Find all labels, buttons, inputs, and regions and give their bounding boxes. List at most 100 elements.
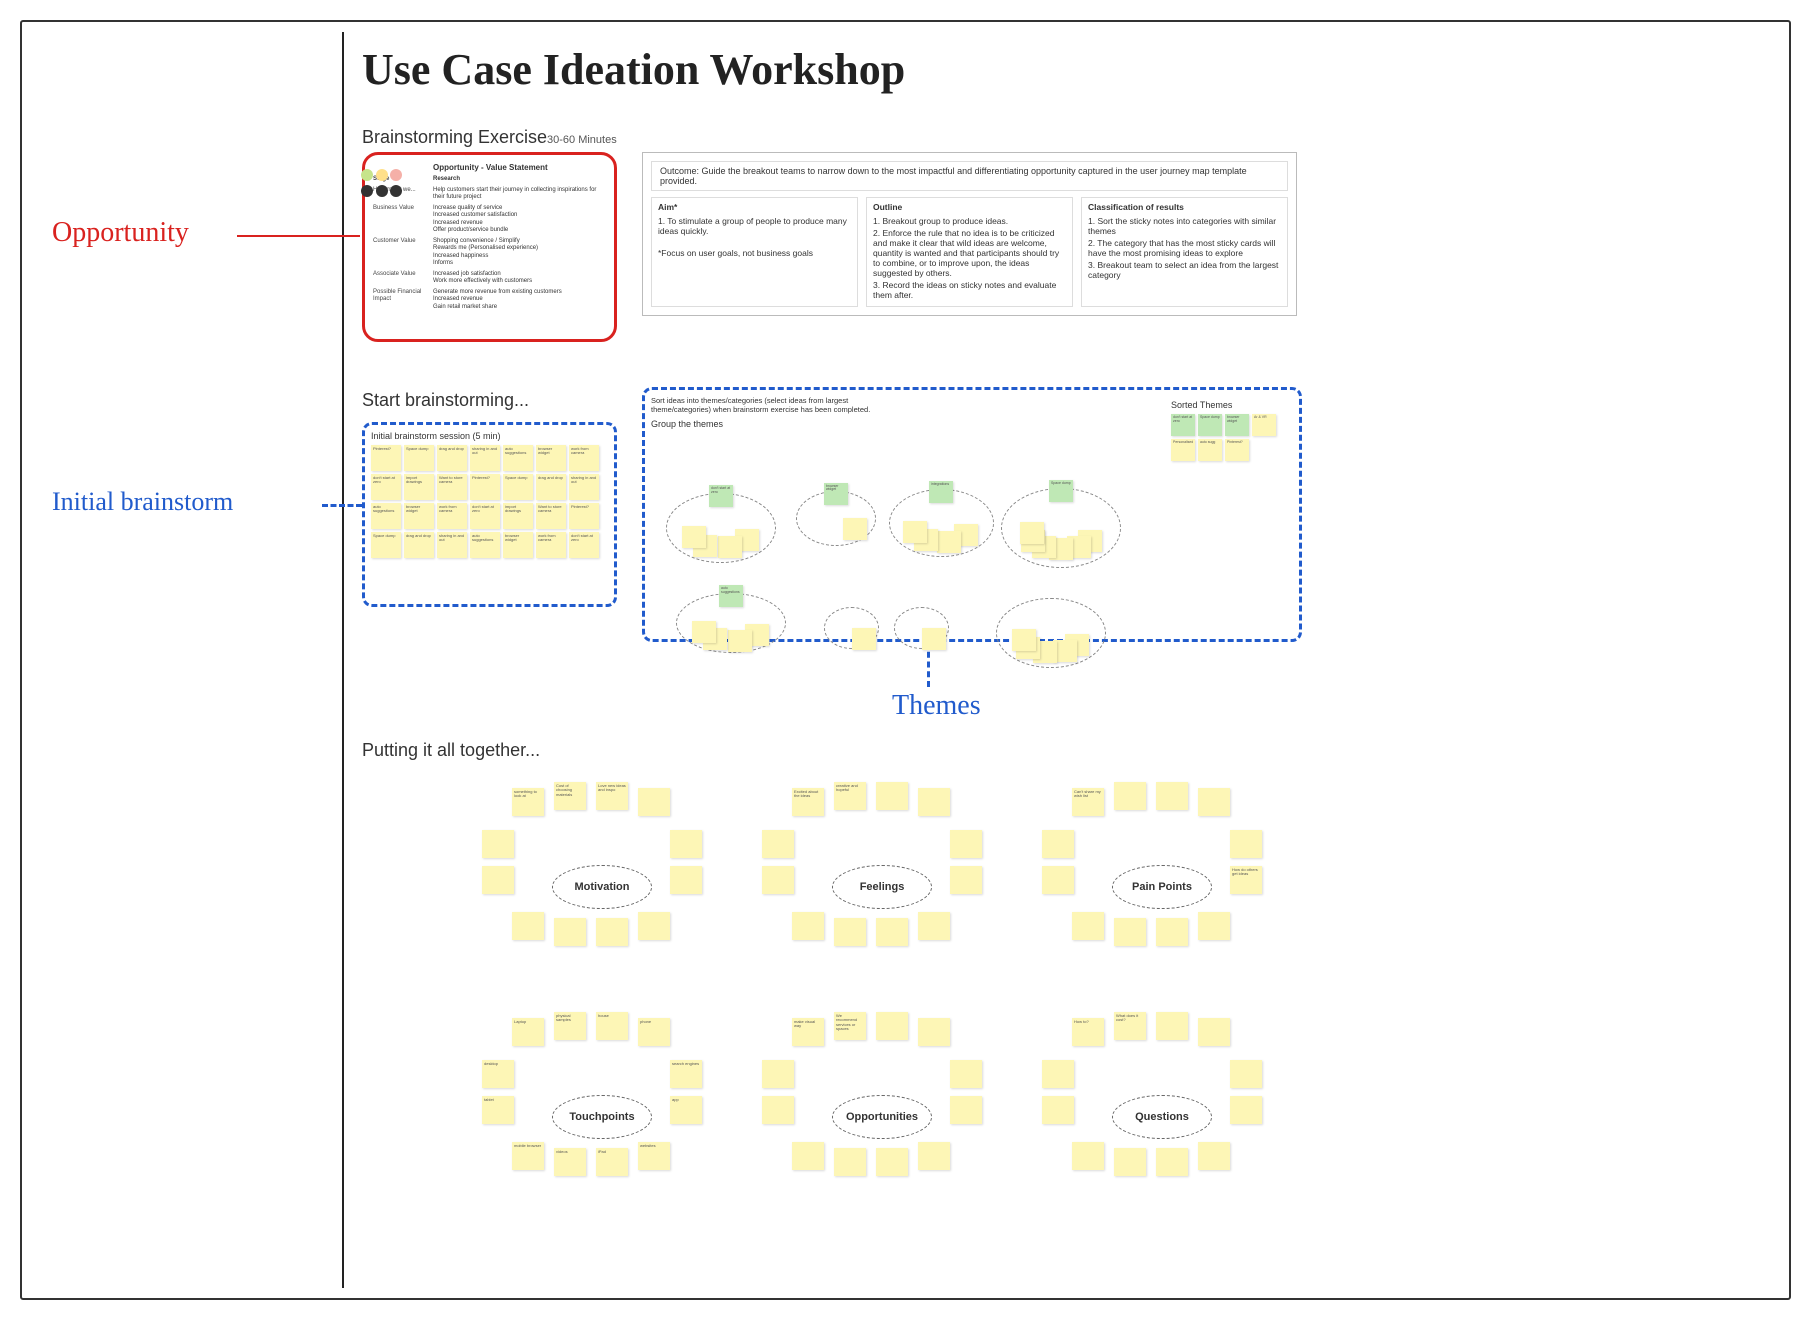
sticky-note[interactable] [1114, 918, 1146, 946]
sticky-note[interactable]: app [670, 1096, 702, 1124]
sticky-note[interactable]: mobile browser [512, 1142, 544, 1170]
sticky-note[interactable]: Want to store camera [437, 474, 467, 500]
sticky-note[interactable] [1042, 866, 1074, 894]
sorted-theme-sticky[interactable]: Pinterest? [1225, 439, 1249, 461]
sticky-note[interactable] [1156, 1012, 1188, 1040]
sticky-note[interactable] [1020, 522, 1044, 544]
sticky-note[interactable] [1042, 830, 1074, 858]
sticky-note[interactable] [638, 788, 670, 816]
sticky-note[interactable]: How do others get ideas [1230, 866, 1262, 894]
theme-header-sticky[interactable]: browser widget [824, 483, 848, 505]
sticky-note[interactable]: Want to store camera [536, 503, 566, 529]
sticky-note[interactable] [918, 912, 950, 940]
sticky-note[interactable] [918, 788, 950, 816]
sticky-note[interactable] [1042, 1096, 1074, 1124]
sorted-theme-sticky[interactable]: Personalised [1171, 439, 1195, 461]
sticky-note[interactable] [876, 918, 908, 946]
sticky-note[interactable] [1198, 1018, 1230, 1046]
sticky-note[interactable] [554, 918, 586, 946]
sticky-note[interactable]: iPad [596, 1148, 628, 1176]
sticky-note[interactable] [718, 536, 742, 558]
sticky-note[interactable]: sharing in and out [437, 532, 467, 558]
sticky-note[interactable]: drag and drop [404, 532, 434, 558]
sticky-note[interactable] [1198, 912, 1230, 940]
sticky-note[interactable]: auto suggestions [503, 445, 533, 471]
sticky-note[interactable] [1230, 830, 1262, 858]
sticky-note[interactable] [1114, 782, 1146, 810]
sorted-theme-sticky[interactable]: browser widget [1225, 414, 1249, 436]
sticky-note[interactable] [1042, 1060, 1074, 1088]
sticky-note[interactable]: auto suggestions [470, 532, 500, 558]
sticky-note[interactable] [950, 830, 982, 858]
sticky-note[interactable] [762, 866, 794, 894]
theme-header-sticky[interactable]: auto suggestions [719, 585, 743, 607]
sticky-note[interactable] [1156, 918, 1188, 946]
sticky-note[interactable] [950, 1060, 982, 1088]
sticky-note[interactable]: What does it cost? [1114, 1012, 1146, 1040]
sticky-note[interactable]: browser widget [503, 532, 533, 558]
sticky-note[interactable]: Pinterest? [470, 474, 500, 500]
sticky-note[interactable] [843, 518, 867, 540]
sticky-note[interactable] [922, 628, 946, 650]
sticky-note[interactable] [1114, 1148, 1146, 1176]
sticky-note[interactable]: Pinterest? [569, 503, 599, 529]
theme-header-sticky[interactable]: don't start at zero [709, 485, 733, 507]
sticky-note[interactable]: make visual way [792, 1018, 824, 1046]
sticky-note[interactable]: drag and drop [536, 474, 566, 500]
sticky-note[interactable] [638, 912, 670, 940]
sticky-note[interactable] [918, 1018, 950, 1046]
sticky-note[interactable] [876, 1148, 908, 1176]
sticky-note[interactable] [596, 918, 628, 946]
theme-header-sticky[interactable]: Space dump [1049, 480, 1073, 502]
sticky-note[interactable]: browser widget [404, 503, 434, 529]
sticky-note[interactable] [852, 628, 876, 650]
sticky-note[interactable]: websites [638, 1142, 670, 1170]
sticky-note[interactable]: work from camera [536, 532, 566, 558]
sticky-note[interactable]: work from camera [569, 445, 599, 471]
sticky-note[interactable] [876, 782, 908, 810]
sticky-note[interactable]: don't start at zero [569, 532, 599, 558]
sticky-note[interactable]: browser widget [536, 445, 566, 471]
sticky-note[interactable]: Laptop [512, 1018, 544, 1046]
sticky-note[interactable]: sharing in and out [569, 474, 599, 500]
sticky-note[interactable] [682, 526, 706, 548]
sticky-note[interactable] [1156, 782, 1188, 810]
sticky-note[interactable] [937, 531, 961, 553]
sticky-note[interactable]: creative and hopeful [834, 782, 866, 810]
sticky-note[interactable] [1072, 912, 1104, 940]
sticky-note[interactable]: Excited about the ideas [792, 788, 824, 816]
sticky-note[interactable]: phone [638, 1018, 670, 1046]
sticky-note[interactable] [512, 912, 544, 940]
sticky-note[interactable]: How to? [1072, 1018, 1104, 1046]
sticky-note[interactable] [482, 830, 514, 858]
sticky-note[interactable] [692, 621, 716, 643]
sticky-note[interactable] [834, 918, 866, 946]
sticky-note[interactable] [834, 1148, 866, 1176]
sticky-note[interactable]: Can't share my wish list [1072, 788, 1104, 816]
sticky-note[interactable]: something to look at [512, 788, 544, 816]
sticky-note[interactable]: videos [554, 1148, 586, 1176]
sticky-note[interactable]: auto suggestions [371, 503, 401, 529]
sticky-note[interactable]: sharing in and out [470, 445, 500, 471]
sticky-note[interactable]: import drawings [404, 474, 434, 500]
sticky-note[interactable]: import drawings [503, 503, 533, 529]
sticky-note[interactable] [918, 1142, 950, 1170]
sticky-note[interactable] [670, 830, 702, 858]
sticky-note[interactable]: desktop [482, 1060, 514, 1088]
sticky-note[interactable]: Pinterest? [371, 445, 401, 471]
sticky-note[interactable] [792, 1142, 824, 1170]
theme-header-sticky[interactable]: integrations [929, 481, 953, 503]
sticky-note[interactable]: Space dump [503, 474, 533, 500]
sticky-note[interactable] [1230, 1060, 1262, 1088]
sticky-note[interactable] [1156, 1148, 1188, 1176]
sticky-note[interactable]: search engines [670, 1060, 702, 1088]
sticky-note[interactable]: Cost of choosing materials [554, 782, 586, 810]
sticky-note[interactable]: Space dump [404, 445, 434, 471]
sticky-note[interactable]: house [596, 1012, 628, 1040]
sticky-note[interactable] [728, 630, 752, 652]
sticky-note[interactable]: Space dump [371, 532, 401, 558]
sticky-note[interactable]: drag and drop [437, 445, 467, 471]
sticky-note[interactable] [903, 521, 927, 543]
sticky-note[interactable]: We recommend services or spaces [834, 1012, 866, 1040]
sticky-note[interactable] [670, 866, 702, 894]
